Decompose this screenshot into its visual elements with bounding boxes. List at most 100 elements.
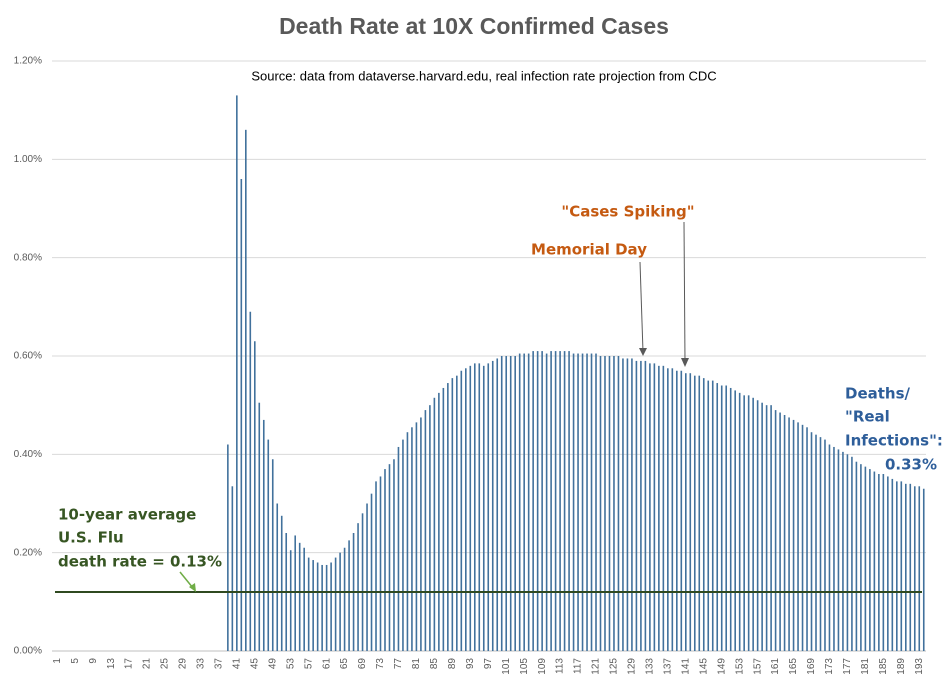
bar xyxy=(420,417,422,651)
bar xyxy=(922,488,925,651)
bar xyxy=(779,412,781,651)
x-tick-label: 113 xyxy=(555,658,566,674)
bar xyxy=(442,387,445,651)
bar xyxy=(294,535,296,651)
bar xyxy=(613,356,615,651)
bar xyxy=(231,486,234,651)
bar xyxy=(357,523,359,651)
bar xyxy=(860,464,862,651)
bar xyxy=(851,456,853,651)
bar xyxy=(622,358,624,651)
x-tick-label: 137 xyxy=(662,658,673,675)
x-tick-label: 157 xyxy=(752,658,763,675)
x-tick-label: 69 xyxy=(357,658,368,670)
bar xyxy=(321,564,323,651)
bar xyxy=(896,481,898,651)
bar xyxy=(904,483,907,651)
bar xyxy=(280,515,283,651)
x-tick-label: 109 xyxy=(537,658,548,675)
bar xyxy=(366,503,368,651)
bar xyxy=(307,557,310,651)
bar xyxy=(631,358,633,651)
bar xyxy=(864,466,867,651)
bar xyxy=(240,179,243,651)
bar xyxy=(424,410,427,651)
bar xyxy=(913,486,916,651)
bar xyxy=(595,353,597,651)
y-tick-label: 1.00% xyxy=(14,154,42,165)
x-tick-label: 129 xyxy=(627,658,638,675)
x-tick-label: 9 xyxy=(88,658,99,664)
x-tick-label: 149 xyxy=(716,658,727,675)
bar xyxy=(761,402,763,651)
bar xyxy=(554,351,557,651)
arrow-head xyxy=(639,348,647,356)
bar xyxy=(465,368,467,651)
bar xyxy=(707,380,710,651)
bar xyxy=(397,446,400,651)
annotation: Infections": xyxy=(845,432,943,450)
bar xyxy=(330,562,332,651)
bar xyxy=(375,481,377,651)
x-tick-label: 141 xyxy=(680,658,691,675)
x-tick-label: 165 xyxy=(788,658,799,675)
bar xyxy=(918,486,921,651)
arrow xyxy=(683,221,686,363)
bar xyxy=(581,353,584,651)
x-tick-label: 93 xyxy=(465,658,476,670)
x-tick-label: 185 xyxy=(878,658,889,675)
bar xyxy=(518,353,521,651)
bar xyxy=(828,444,831,651)
bar xyxy=(536,351,539,651)
x-tick-label: 105 xyxy=(519,658,530,675)
x-tick-label: 121 xyxy=(591,658,602,675)
bar xyxy=(312,560,314,651)
annotation: 10-year average xyxy=(58,506,196,524)
x-tick-label: 1 xyxy=(52,658,63,664)
bar xyxy=(433,397,436,651)
bar xyxy=(667,368,669,651)
bar xyxy=(249,311,252,651)
bar xyxy=(756,400,759,651)
bar xyxy=(245,129,247,652)
bar xyxy=(262,419,265,651)
subtitle: Source: data from dataverse.harvard.edu,… xyxy=(251,68,716,83)
y-tick-label: 0.60% xyxy=(14,351,42,362)
x-tick-label: 33 xyxy=(196,658,207,670)
bar xyxy=(693,375,696,651)
x-tick-label: 89 xyxy=(447,658,458,670)
bar xyxy=(276,503,279,651)
bar xyxy=(797,422,799,651)
bar xyxy=(384,469,386,651)
bar xyxy=(460,370,463,651)
x-tick-label: 25 xyxy=(160,658,171,670)
x-tick-label: 177 xyxy=(842,658,853,675)
bar xyxy=(846,454,849,651)
bar xyxy=(604,356,606,651)
bar xyxy=(559,351,561,651)
chart-title: Death Rate at 10X Confirmed Cases xyxy=(279,13,669,39)
bar xyxy=(258,402,261,651)
bar xyxy=(649,363,651,651)
annotation: "Cases Spiking" xyxy=(561,203,694,221)
bar xyxy=(878,474,880,651)
x-tick-label: 41 xyxy=(231,658,242,670)
bar xyxy=(855,461,858,651)
arrow xyxy=(639,261,644,353)
x-tick-label: 29 xyxy=(178,658,189,670)
bar xyxy=(253,341,256,651)
x-tick-label: 61 xyxy=(321,658,332,670)
bar xyxy=(469,365,472,651)
bar xyxy=(411,427,413,651)
annotation: Deaths/ xyxy=(845,385,911,403)
bar xyxy=(729,387,732,651)
bar xyxy=(774,410,777,651)
x-tick-label: 181 xyxy=(860,658,871,675)
bar xyxy=(563,351,566,651)
bar xyxy=(505,356,508,651)
bar xyxy=(550,351,552,651)
bar xyxy=(316,562,319,651)
x-tick-label: 13 xyxy=(106,658,117,670)
y-tick-label: 0.80% xyxy=(14,252,42,263)
